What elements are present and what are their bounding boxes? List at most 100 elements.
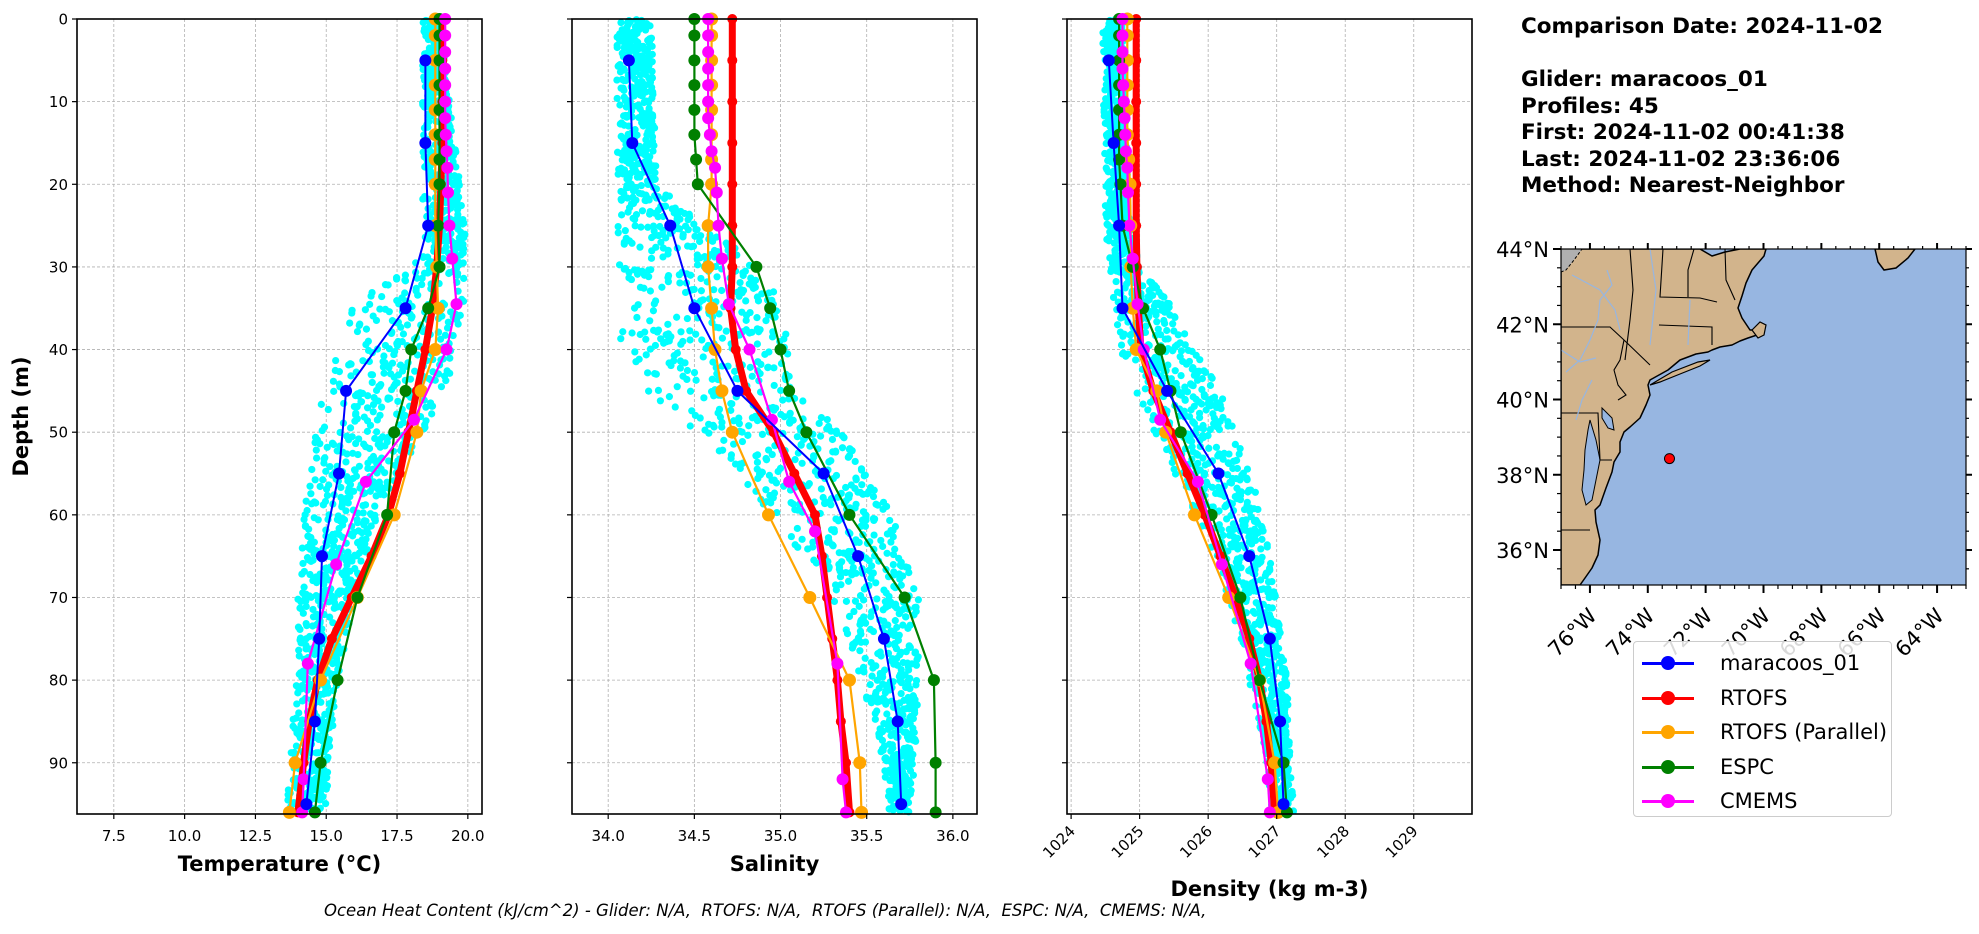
glider-profile-point xyxy=(360,517,369,525)
series-marker-glider xyxy=(1116,302,1129,315)
glider-profile-point xyxy=(798,459,806,467)
glider-profile-point xyxy=(377,403,386,411)
glider-profile-point xyxy=(1268,690,1276,698)
glider-profile-point xyxy=(1106,23,1114,31)
glider-profile-point xyxy=(1264,578,1273,586)
glider-profile-point xyxy=(653,328,661,336)
glider-profile-point xyxy=(1177,347,1186,355)
glider-profile-point xyxy=(642,197,650,205)
glider-profile-point xyxy=(696,297,705,306)
glider-profile-point xyxy=(1224,471,1232,479)
glider-profile-point xyxy=(1196,413,1204,422)
series-marker-espc xyxy=(432,219,445,232)
series-marker-rtofs xyxy=(1131,55,1142,66)
series-marker-rtofs xyxy=(727,96,738,107)
x-tick-label: 34.0 xyxy=(591,827,624,845)
glider-profile-point xyxy=(1103,235,1111,244)
series-marker-glider xyxy=(1161,384,1174,397)
glider-profile-point xyxy=(861,522,870,530)
series-marker-cmems xyxy=(809,525,821,538)
glider-profile-point xyxy=(1289,791,1297,799)
glider-profile-point xyxy=(359,509,367,517)
glider-profile-point xyxy=(454,320,462,328)
glider-profile-point xyxy=(1227,540,1235,549)
glider-profile-point xyxy=(889,763,897,771)
glider-profile-point xyxy=(1171,367,1179,375)
glider-profile-point xyxy=(345,576,353,584)
glider-profile-point xyxy=(880,586,888,594)
glider-profile-point xyxy=(1109,68,1118,76)
glider-profile-point xyxy=(1144,406,1152,414)
glider-profile-point xyxy=(443,324,452,332)
series-marker-espc xyxy=(783,384,796,397)
glider-profile-point xyxy=(1119,332,1127,340)
glider-profile-point xyxy=(325,700,333,708)
glider-profile-point xyxy=(683,314,691,323)
glider-profile-point xyxy=(827,457,835,465)
glider-profile-point xyxy=(399,330,408,338)
glider-profile-point xyxy=(787,532,795,541)
glider-profile-point xyxy=(1256,646,1264,655)
glider-profile-point xyxy=(1152,430,1160,438)
glider-profile-point xyxy=(850,607,858,616)
glider-profile-point xyxy=(1106,34,1114,42)
glider-profile-point xyxy=(424,235,432,243)
series-marker-glider xyxy=(688,302,701,315)
glider-profile-point xyxy=(1126,331,1134,339)
x-tick-label: 34.5 xyxy=(678,827,711,845)
glider-profile-point xyxy=(1101,202,1110,210)
series-marker-cmems xyxy=(1154,413,1167,426)
series-marker-glider xyxy=(817,467,830,480)
glider-profile-point xyxy=(852,474,860,482)
glider-profile-point xyxy=(845,491,854,499)
glider-profile-point xyxy=(867,697,876,705)
glider-profile-point xyxy=(316,482,324,491)
glider-profile-point xyxy=(619,328,627,336)
x-tick-label: 1026 xyxy=(1176,822,1216,862)
glider-profile-point xyxy=(646,345,654,353)
glider-profile-point xyxy=(869,514,878,523)
glider-profile-point xyxy=(654,213,662,221)
glider-profile-point xyxy=(328,530,337,539)
glider-profile-point xyxy=(324,753,332,761)
series-marker-cmems xyxy=(743,343,756,356)
glider-profile-point xyxy=(891,617,899,625)
y-tick-label: 80 xyxy=(49,672,68,690)
glider-profile-point xyxy=(1278,664,1287,672)
glider-profile-point xyxy=(307,557,315,565)
glider-profile-point xyxy=(322,800,330,808)
glider-profile-point xyxy=(343,561,351,569)
glider-profile-point xyxy=(313,436,321,444)
legend-item-rtofs-parallel: RTOFS (Parallel) xyxy=(1634,715,1891,750)
series-marker-glider xyxy=(419,136,432,149)
glider-profile-point xyxy=(1209,410,1217,418)
series-marker-rtofs_parallel xyxy=(431,301,445,315)
series-marker-espc xyxy=(929,806,942,819)
glider-profile-point xyxy=(309,605,317,614)
series-marker-rtofs_parallel xyxy=(705,301,719,315)
glider-profile-point xyxy=(914,596,922,604)
glider-profile-point xyxy=(697,287,705,295)
glider-profile-point xyxy=(1242,516,1250,524)
glider-profile-point xyxy=(330,387,338,395)
glider-profile-point xyxy=(1117,341,1126,349)
glider-profile-point xyxy=(442,377,450,385)
glider-profile-point xyxy=(378,292,386,301)
glider-profile-point xyxy=(450,199,458,208)
glider-profile-point xyxy=(1229,520,1237,528)
glider-profile-point xyxy=(899,621,907,629)
profile-count: Profiles: 45 xyxy=(1521,93,1659,119)
glider-profile-point xyxy=(1168,458,1176,467)
glider-profile-point xyxy=(799,397,807,405)
glider-profile-point xyxy=(880,742,889,750)
series-marker-cmems xyxy=(702,29,715,42)
glider-profile-point xyxy=(633,313,641,322)
glider-profile-point xyxy=(648,67,656,75)
glider-profile-point xyxy=(849,640,857,649)
glider-profile-point xyxy=(1103,46,1111,54)
series-marker-espc xyxy=(1113,153,1126,166)
series-marker-glider xyxy=(1107,136,1120,149)
glider-profile-point xyxy=(692,376,700,384)
glider-profile-point xyxy=(904,681,912,689)
series-marker-rtofs xyxy=(730,344,741,355)
